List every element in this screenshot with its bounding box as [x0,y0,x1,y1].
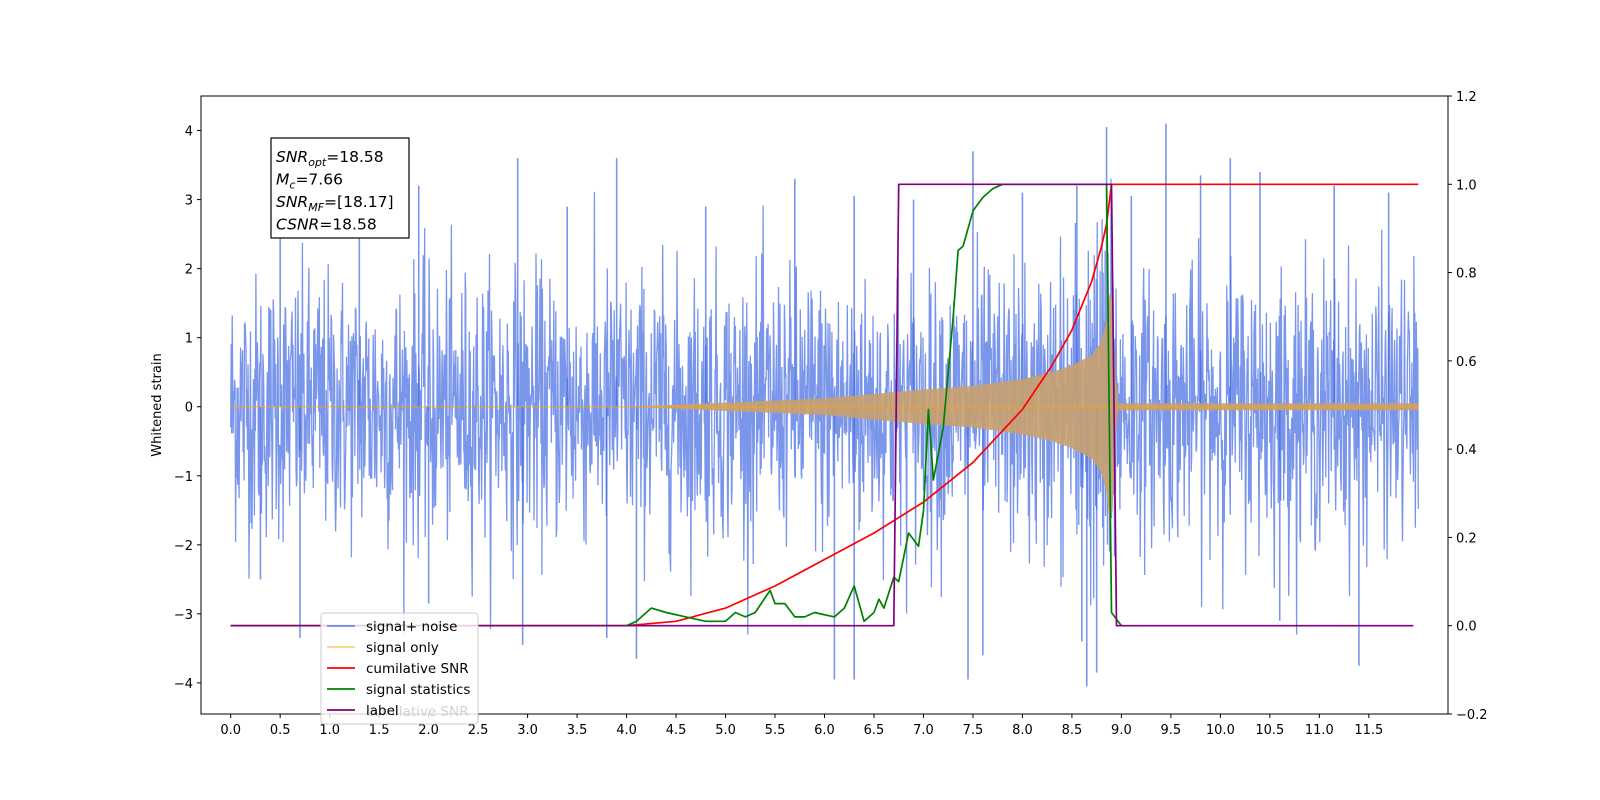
x-tick-label: 7.5 [963,723,984,738]
annotation-line: SNRMF=[18.17] [276,193,394,214]
series-label [230,183,1414,627]
y-tick-label-right: 1.0 [1456,178,1477,193]
legend-frame [320,612,479,725]
x-tick-label: 10.0 [1206,723,1235,738]
series-layer [230,123,1419,687]
annotation-frame [270,137,410,239]
x-tick-label: 5.5 [765,723,786,738]
y-tick-label-left: 3 [185,194,193,209]
x-tick-label: 11.0 [1305,723,1334,738]
legend-label: signal statistics [366,682,470,698]
x-tick-label: 9.5 [1161,723,1182,738]
x-tick-label: 1.0 [319,723,340,738]
y-tick-label-right: 0.0 [1456,620,1477,635]
y-tick-label-left: 4 [185,125,193,140]
legend-label: label [366,703,399,719]
y-tick-label-right: 0.2 [1456,531,1477,546]
x-tick-label: 1.5 [369,723,390,738]
x-tick-label: 11.5 [1354,723,1383,738]
x-tick-label: 7.0 [913,723,934,738]
x-tick-label: 10.5 [1255,723,1284,738]
x-tick-label: 2.5 [468,723,489,738]
x-tick-label: 4.0 [616,723,637,738]
x-tick-label: 2.0 [418,723,439,738]
legend-label: signal only [366,640,439,656]
annotation-line: Mc=7.66 [276,171,343,192]
x-tick-label: 8.0 [1012,723,1033,738]
legend-label: signal+ noise [366,619,457,635]
x-tick-label: 4.5 [666,723,687,738]
y-tick-label-left: 0 [185,401,193,416]
series-signal-statistics [230,183,1123,627]
x-axis: 0.0 0.5 1.0 1.5 2.0 2.5 3.0 3.5 4.0 4.5 5.0 5.5 6.0 6… [220,714,1383,738]
x-tick-label: 9.0 [1111,723,1132,738]
y-tick-label-left: −1 [174,470,193,485]
x-tick-label: 5.0 [715,723,736,738]
x-tick-label: 3.0 [517,723,538,738]
y-tick-label-right: 0.6 [1456,355,1477,370]
y-tick-label-left: 1 [185,332,193,347]
y-tick-label-left: −4 [174,677,193,692]
legend-label: cumilative SNR [366,661,469,677]
x-tick-label: 0.5 [270,723,291,738]
x-tick-label: 0.0 [220,723,241,738]
y-tick-label-right: 0.4 [1456,443,1477,458]
x-tick-label: 8.5 [1062,723,1083,738]
x-tick-label: 3.5 [567,723,588,738]
y-tick-label-right: −0.2 [1456,708,1488,723]
y-tick-label-left: −2 [174,539,193,554]
y-tick-label-left: −3 [174,608,193,623]
y-tick-label-right: 0.8 [1456,267,1477,282]
x-tick-label: 6.0 [814,723,835,738]
y-axis-left: 4 3 2 1 0 −1 −2 −3 −4 [174,125,201,692]
x-tick-label: 6.5 [864,723,885,738]
y-tick-label-left: 2 [185,263,193,278]
annotation-line: CSNR=18.58 [276,216,377,234]
y-axis-label: Whitened strain [150,353,165,456]
annotation-line: SNRopt=18.58 [276,148,384,169]
y-axis-right: 1.2 1.0 0.8 0.6 0.4 0.2 0.0 −0.2 [1448,90,1488,723]
y-tick-label-right: 1.2 [1456,90,1477,105]
